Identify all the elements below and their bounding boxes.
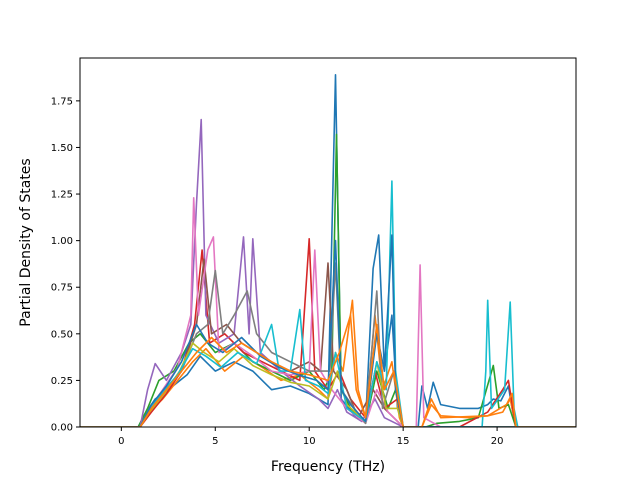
series-line-7: [80, 197, 576, 427]
x-tick-label: 5: [212, 436, 218, 447]
x-tick-label: 15: [397, 436, 410, 447]
series-line-11: [80, 234, 576, 427]
series-layer: [80, 74, 576, 427]
x-tick-label: 20: [491, 436, 504, 447]
y-tick-label: 1.25: [51, 190, 73, 201]
series-line-5: [80, 118, 576, 427]
y-tick-label: 0.50: [51, 329, 73, 340]
y-tick-label: 0.25: [51, 376, 73, 387]
x-tick-label: 10: [303, 436, 316, 447]
x-axis-label: Frequency (THz): [271, 459, 385, 475]
y-tick-label: 0.75: [51, 283, 73, 294]
y-axis-ticks: 0.00 0.25 0.50 0.75 1.00 1.25 1.50 1.75: [51, 96, 80, 434]
x-axis-ticks: 0 5 10 15 20: [118, 427, 503, 447]
series-line-1: [80, 74, 576, 427]
y-tick-label: 0.00: [51, 423, 73, 434]
plot-frame: [79, 57, 577, 428]
series-line-4: [80, 238, 576, 427]
y-tick-label: 1.00: [51, 236, 73, 247]
y-tick-label: 1.50: [51, 143, 73, 154]
x-tick-label: 0: [118, 436, 124, 447]
y-tick-label: 1.75: [51, 96, 73, 107]
y-axis-label: Partial Density of States: [18, 158, 34, 326]
series-line-12: [80, 314, 576, 427]
